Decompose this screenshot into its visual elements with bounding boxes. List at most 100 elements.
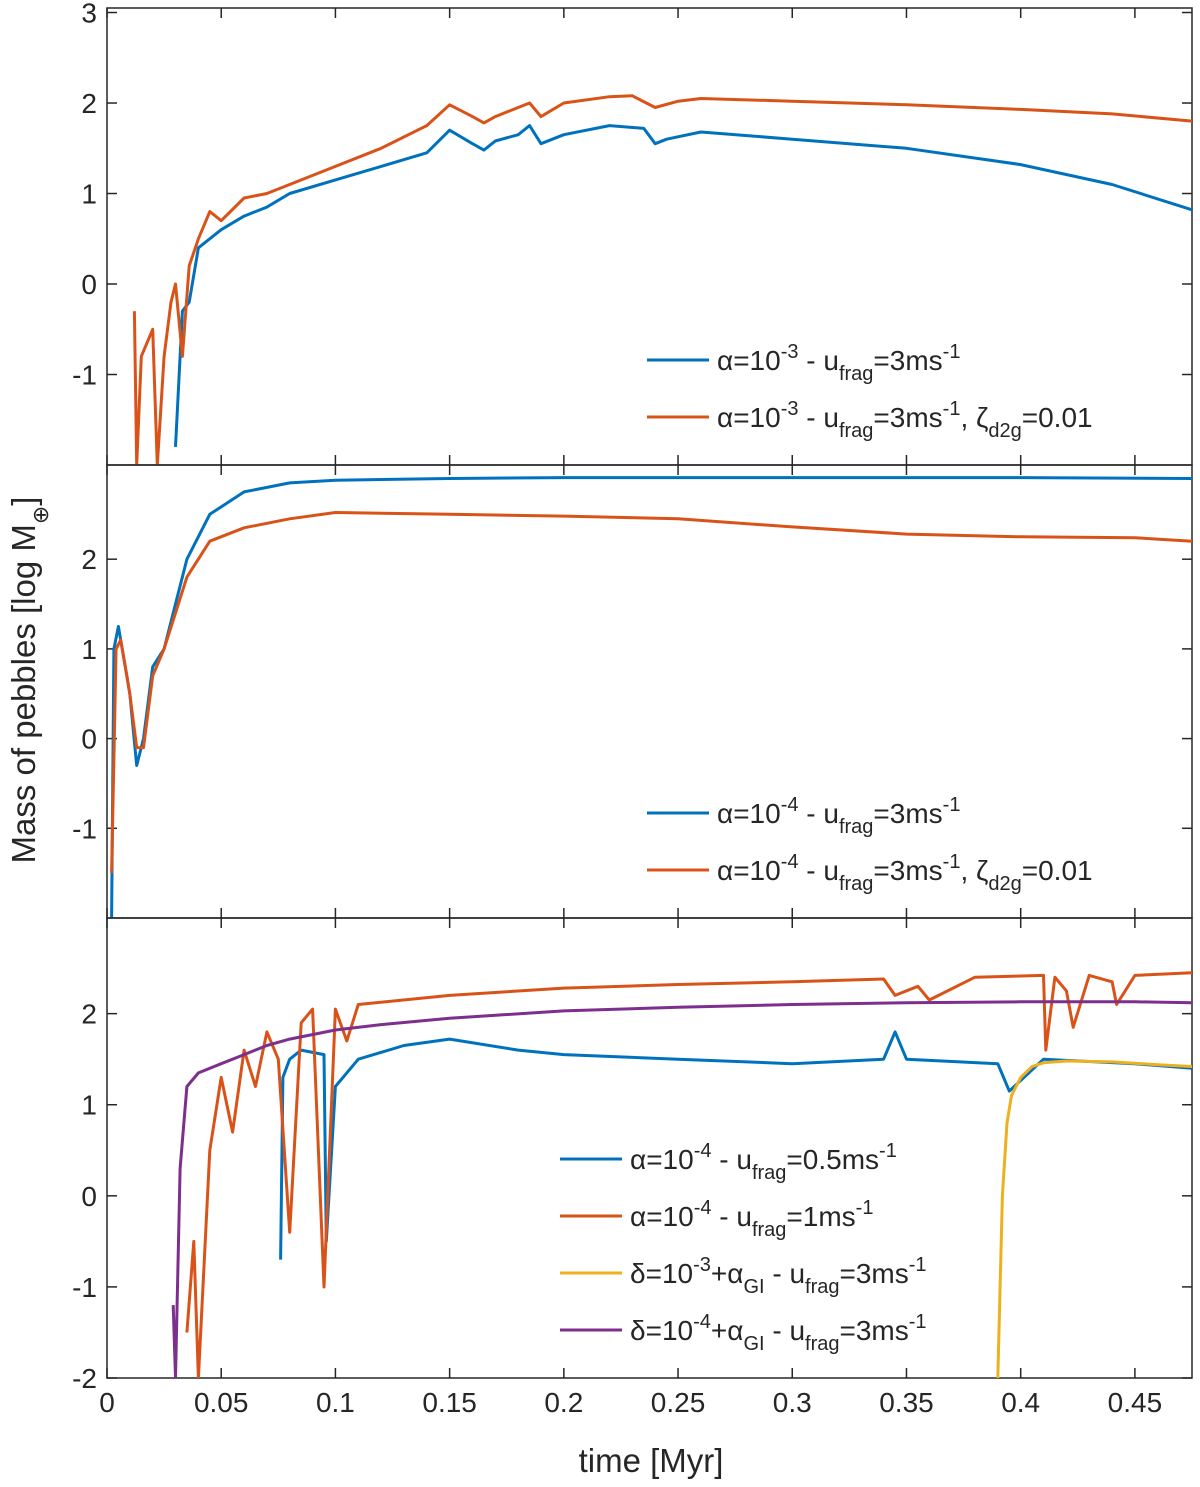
legend-entry: α=10-4 - ufrag=0.5ms-1 (630, 1140, 897, 1184)
series-line-blue (279, 1030, 1192, 1260)
legend-text-part: =3ms (873, 402, 942, 433)
legend-text-part: -1 (943, 341, 961, 363)
legend-text-part: +α (711, 1258, 744, 1289)
legend-text-part: =3ms (840, 1258, 909, 1289)
legend-text-part: =3ms (840, 1315, 909, 1346)
legend-text-part: , ζ (960, 855, 988, 886)
legend-text-part: - u (711, 1201, 751, 1232)
y-tick-label: 2 (81, 88, 97, 119)
legend-entry: δ=10-4+αGI - ufrag=3ms-1 (630, 1311, 927, 1355)
legend-text-part: =0.5ms (786, 1144, 879, 1175)
legend-text-part: - u (798, 345, 838, 376)
legend-entry: α=10-3 - ufrag=3ms-1, ζd2g=0.01 (717, 398, 1093, 442)
legend-text-part: frag (805, 1333, 839, 1355)
y-tick-label: 1 (81, 634, 97, 665)
legend-text-part: -1 (943, 398, 961, 420)
y-axis-label: Mass of pebbles [log M⊕] (5, 497, 53, 864)
legend-text-part: - u (711, 1144, 751, 1175)
y-tick-label: 0 (81, 724, 97, 755)
legend-entry: δ=10-3+αGI - ufrag=3ms-1 (630, 1254, 927, 1298)
legend-text-part: =3ms (873, 345, 942, 376)
series-line-purple (171, 1000, 1192, 1378)
series-group: α=10-3 - ufrag=3ms-1α=10-3 - ufrag=3ms-1… (132, 94, 1192, 465)
panel-frame (106, 464, 1193, 919)
legend-text-part: =0.01 (1022, 855, 1093, 886)
legend-text-part: - u (798, 855, 838, 886)
x-tick-label: 0 (99, 1387, 115, 1418)
legend-text-part: -3 (693, 1254, 711, 1276)
panel-3: -2 -1 0 1 2 0 0.05 0.1 0.15 0.2 0.25 0.3 0.35 0.4 0.45… (72, 917, 1193, 1418)
legend-text-part: - u (765, 1258, 805, 1289)
legend-text-part: α=10 (717, 855, 781, 886)
series-line-orange (110, 511, 1192, 874)
x-tick-label: 0.2 (544, 1387, 583, 1418)
legend-text-part: - u (798, 402, 838, 433)
y-tick-label: 0 (81, 1181, 97, 1212)
y-tick-label: -1 (72, 1272, 97, 1303)
legend-text-part: frag (752, 1162, 786, 1184)
y-tick-label: -1 (72, 813, 97, 844)
y-tick-label: 0 (81, 269, 97, 300)
y-tick-label: 1 (81, 1090, 97, 1121)
legend-text-part: =1ms (786, 1201, 855, 1232)
legend-text-part: d2g (988, 873, 1021, 895)
legend-text-part: δ=10 (630, 1258, 693, 1289)
legend-text-part: -1 (943, 794, 961, 816)
legend-text-part: -4 (694, 1197, 712, 1219)
legend-text-part: frag (839, 816, 873, 838)
legend-text-part: -1 (909, 1311, 927, 1333)
legend-text-part: - u (765, 1315, 805, 1346)
y-tick-label: 2 (81, 544, 97, 575)
legend-text-part: frag (839, 363, 873, 385)
x-tick-label: 0.15 (422, 1387, 477, 1418)
x-tick-label: 0.1 (316, 1387, 355, 1418)
x-tick-label: 0.25 (651, 1387, 706, 1418)
legend-text-part: frag (752, 1219, 786, 1241)
legend-text-part: α=10 (717, 402, 781, 433)
legend-text-part: frag (839, 873, 873, 895)
legend-entry: α=10-4 - ufrag=3ms-1 (717, 794, 960, 838)
y-tick-label: 2 (81, 999, 97, 1030)
legend-text-part: - u (798, 798, 838, 829)
panel-frame (106, 917, 1193, 1379)
legend-text-part: α=10 (717, 345, 781, 376)
y-tick-label: -1 (72, 360, 97, 391)
legend-text-part: -1 (879, 1140, 897, 1162)
legend-text-part: -3 (781, 398, 799, 420)
x-tick-label: 0.35 (879, 1387, 934, 1418)
series-group: α=10-4 - ufrag=0.5ms-1α=10-4 - ufrag=1ms… (171, 971, 1192, 1378)
panel-frame (106, 7, 1193, 466)
x-tick-label: 0.05 (194, 1387, 249, 1418)
legend-text-part: δ=10 (630, 1315, 693, 1346)
x-tick-label: 0.3 (773, 1387, 812, 1418)
legend-text-part: -1 (909, 1254, 927, 1276)
legend-entry: α=10-4 - ufrag=1ms-1 (630, 1197, 873, 1241)
series-group: α=10-4 - ufrag=3ms-1α=10-4 - ufrag=3ms-1… (110, 476, 1192, 918)
legend-text-part: -4 (694, 1140, 712, 1162)
series-line-orange (132, 94, 1192, 465)
legend-text-part: α=10 (630, 1201, 694, 1232)
legend-text-part: frag (839, 420, 873, 442)
y-tick-label: 3 (81, 0, 97, 29)
legend-text-part: d2g (988, 420, 1021, 442)
series-line-blue (110, 476, 1192, 918)
y-tick-label: -2 (72, 1363, 97, 1394)
legend-text-part: =3ms (873, 855, 942, 886)
series-line-blue (174, 124, 1192, 447)
legend-text-part: -4 (781, 794, 799, 816)
legend-text-part: frag (805, 1276, 839, 1298)
legend-text-part: =0.01 (1022, 402, 1093, 433)
legend-entry: α=10-4 - ufrag=3ms-1, ζd2g=0.01 (717, 851, 1093, 895)
legend-text-part: GI (743, 1276, 764, 1298)
legend-entry: α=10-3 - ufrag=3ms-1 (717, 341, 960, 385)
series-line-yellow (996, 1059, 1192, 1378)
legend-text-part: -1 (943, 851, 961, 873)
legend-text-part: , ζ (960, 402, 988, 433)
legend-text-part: α=10 (717, 798, 781, 829)
legend-text-part: -4 (693, 1311, 711, 1333)
series-line-orange (185, 971, 1192, 1378)
